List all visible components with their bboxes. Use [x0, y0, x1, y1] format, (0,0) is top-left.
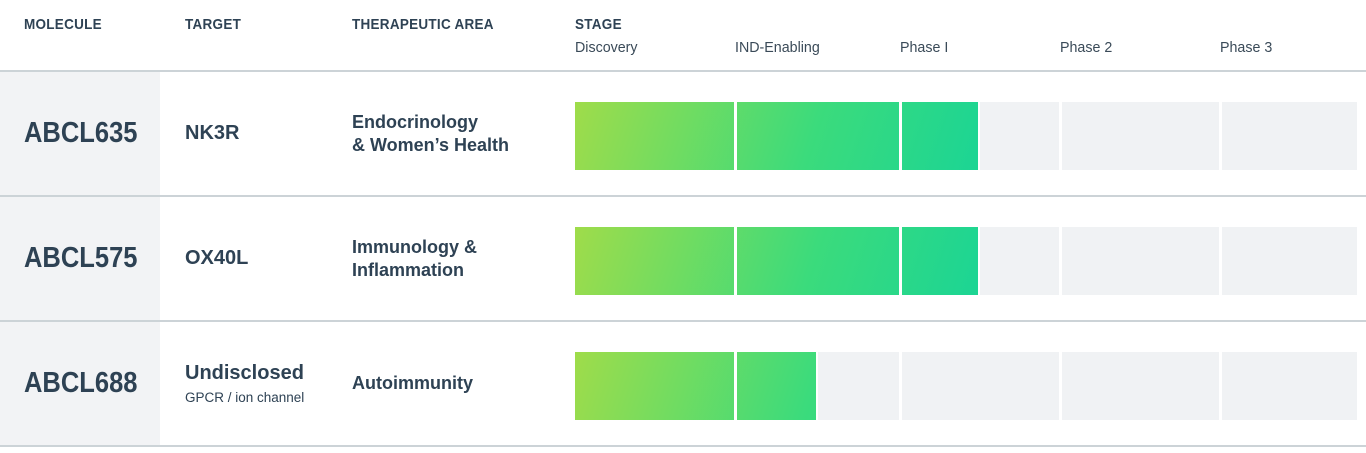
target-cell: NK3R	[160, 122, 352, 145]
molecule-name: ABCL635	[24, 117, 138, 149]
stage-segment-divider	[899, 352, 902, 420]
stage-segment-divider	[1219, 227, 1222, 295]
pipeline-row-abcl688: ABCL688 Undisclosed GPCR / ion channel A…	[0, 322, 1366, 447]
molecule-name: ABCL688	[24, 367, 138, 399]
column-header-molecule: MOLECULE	[24, 16, 102, 33]
stage-segment-divider	[734, 227, 737, 295]
stage-segment-divider	[1219, 102, 1222, 170]
stage-progress-fill	[575, 227, 980, 295]
stage-segment-divider	[1059, 227, 1062, 295]
stage-label-phase-i: Phase I	[900, 39, 949, 56]
stage-label-discovery: Discovery	[575, 39, 638, 56]
target-name: OX40L	[185, 247, 249, 269]
therapeutic-area-cell: Immunology & Inflammation	[352, 236, 575, 282]
column-header-therapeutic-area: THERAPEUTIC AREA	[352, 16, 494, 33]
stage-segment-divider	[1219, 352, 1222, 420]
stage-segment-divider	[1059, 102, 1062, 170]
stage-progress-track	[575, 102, 1357, 170]
header-cell-target: TARGET	[160, 0, 352, 70]
stage-progress-fill	[575, 352, 818, 420]
pipeline-row-abcl635: ABCL635 NK3R Endocrinology & Women’s Hea…	[0, 72, 1366, 197]
column-header-stage: STAGE	[575, 16, 622, 33]
stage-axis-labels: Discovery IND-Enabling Phase I Phase 2 Phase…	[575, 39, 1357, 59]
header-cell-therapeutic-area: THERAPEUTIC AREA	[352, 0, 575, 70]
molecule-cell: ABCL635	[0, 72, 160, 195]
target-cell: Undisclosed GPCR / ion channel	[160, 362, 352, 405]
target-cell: OX40L	[160, 247, 352, 270]
stage-segment-divider	[734, 102, 737, 170]
stage-progress-track	[575, 352, 1357, 420]
stage-cell	[575, 222, 1366, 295]
molecule-name: ABCL575	[24, 242, 138, 274]
target-name: NK3R	[185, 122, 240, 144]
stage-progress-fill	[575, 102, 980, 170]
molecule-cell: ABCL575	[0, 197, 160, 320]
therapeutic-area: Immunology & Inflammation	[352, 236, 477, 280]
stage-progress-track	[575, 227, 1357, 295]
stage-segment-divider	[1059, 352, 1062, 420]
column-header-target: TARGET	[185, 16, 242, 33]
therapeutic-area: Autoimmunity	[352, 373, 473, 393]
header-cell-molecule: MOLECULE	[0, 0, 160, 70]
therapeutic-area-cell: Autoimmunity	[352, 372, 575, 395]
stage-segment-divider	[734, 352, 737, 420]
target-subtitle: GPCR / ion channel	[185, 390, 305, 405]
table-header: MOLECULE TARGET THERAPEUTIC AREA STAGE D…	[0, 0, 1366, 72]
stage-segment-divider	[899, 227, 902, 295]
molecule-cell: ABCL688	[0, 322, 160, 445]
stage-label-phase-2: Phase 2	[1060, 39, 1113, 56]
target-name: Undisclosed	[185, 362, 304, 384]
therapeutic-area: Endocrinology & Women’s Health	[352, 111, 510, 155]
stage-label-ind-enabling: IND-Enabling	[735, 39, 820, 56]
stage-cell	[575, 347, 1366, 420]
pipeline-row-abcl575: ABCL575 OX40L Immunology & Inflammation	[0, 197, 1366, 322]
stage-label-phase-3: Phase 3	[1220, 39, 1273, 56]
therapeutic-area-cell: Endocrinology & Women’s Health	[352, 111, 575, 157]
header-cell-stage: STAGE Discovery IND-Enabling Phase I Phase …	[575, 0, 1366, 70]
stage-segment-divider	[899, 102, 902, 170]
stage-cell	[575, 97, 1366, 170]
